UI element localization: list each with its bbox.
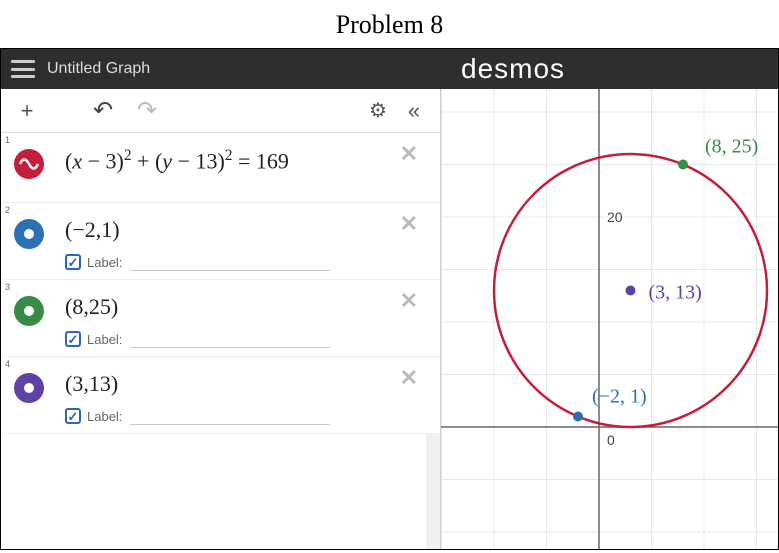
point-icon-dot [24, 383, 34, 393]
label-checkbox[interactable] [65, 254, 81, 270]
svg-text:(3, 13): (3, 13) [649, 282, 702, 304]
label-text: Label: [87, 255, 122, 270]
expression-index: 1 [5, 135, 10, 145]
expression-body: (x − 3)2 + (y − 13)2 = 169 [57, 133, 440, 202]
close-icon[interactable]: ✕ [400, 141, 418, 167]
redo-button[interactable]: ↷ [129, 93, 165, 129]
point-icon[interactable] [14, 373, 44, 403]
label-input[interactable] [130, 253, 330, 271]
add-expression-button[interactable]: + [9, 93, 45, 129]
collapse-panel-button[interactable]: « [396, 93, 432, 129]
graph-canvas[interactable]: 20 0 (8, 25) (3, 13) (−2, 1) [441, 89, 778, 549]
expression-row[interactable]: 1 ✕(x − 3)2 + (y − 13)2 = 169 [1, 133, 440, 203]
expression-formula[interactable]: (3,13) [65, 371, 410, 397]
point-icon[interactable] [14, 219, 44, 249]
label-input[interactable] [130, 330, 330, 348]
expression-index: 3 [5, 282, 10, 292]
svg-text:20: 20 [607, 209, 623, 225]
expression-index: 2 [5, 205, 10, 215]
label-checkbox[interactable] [65, 408, 81, 424]
page-title: Problem 8 [0, 0, 779, 48]
app-frame: Untitled Graph desmos + ↶ ↷ ⚙ « 1✕(x − 3… [0, 48, 779, 550]
label-row: Label: [65, 407, 410, 425]
expression-row[interactable]: 2 ✕(−2,1) Label: [1, 203, 440, 280]
expression-body: (8,25) Label: [57, 280, 440, 356]
expression-panel: + ↶ ↷ ⚙ « 1✕(x − 3)2 + (y − 13)2 = 1692✕… [1, 89, 441, 549]
point-icon[interactable] [14, 296, 44, 326]
svg-text:0: 0 [607, 432, 615, 448]
label-text: Label: [87, 409, 122, 424]
label-text: Label: [87, 332, 122, 347]
close-icon[interactable]: ✕ [400, 365, 418, 391]
expression-index: 4 [5, 359, 10, 369]
expression-list: 1✕(x − 3)2 + (y − 13)2 = 1692✕(−2,1)Labe… [1, 133, 440, 549]
label-row: Label: [65, 253, 410, 271]
svg-text:(8, 25): (8, 25) [705, 136, 758, 158]
expression-row[interactable]: 3 ✕(8,25) Label: [1, 280, 440, 357]
brand-logo: desmos [461, 53, 565, 85]
expression-body: (3,13) Label: [57, 357, 440, 433]
menu-icon[interactable] [11, 60, 35, 78]
expression-body: (−2,1) Label: [57, 203, 440, 279]
settings-button[interactable]: ⚙ [360, 93, 396, 129]
graph-title[interactable]: Untitled Graph [47, 60, 150, 78]
close-icon[interactable]: ✕ [400, 288, 418, 314]
graph-pane[interactable]: 20 0 (8, 25) (3, 13) (−2, 1) [441, 89, 778, 549]
expression-formula[interactable]: (−2,1) [65, 217, 410, 243]
expression-formula[interactable]: (x − 3)2 + (y − 13)2 = 169 [65, 147, 410, 174]
label-input[interactable] [130, 407, 330, 425]
wave-icon[interactable] [14, 149, 44, 179]
undo-button[interactable]: ↶ [85, 93, 121, 129]
expression-formula[interactable]: (8,25) [65, 294, 410, 320]
svg-text:(−2, 1): (−2, 1) [592, 386, 647, 408]
expression-row[interactable]: 4 ✕(3,13) Label: [1, 357, 440, 434]
expression-toolbar: + ↶ ↷ ⚙ « [1, 89, 440, 133]
main-area: + ↶ ↷ ⚙ « 1✕(x − 3)2 + (y − 13)2 = 1692✕… [1, 89, 778, 549]
topbar: Untitled Graph desmos [1, 49, 778, 89]
label-row: Label: [65, 330, 410, 348]
point-icon-dot [24, 306, 34, 316]
label-checkbox[interactable] [65, 331, 81, 347]
point-icon-dot [24, 229, 34, 239]
close-icon[interactable]: ✕ [400, 211, 418, 237]
